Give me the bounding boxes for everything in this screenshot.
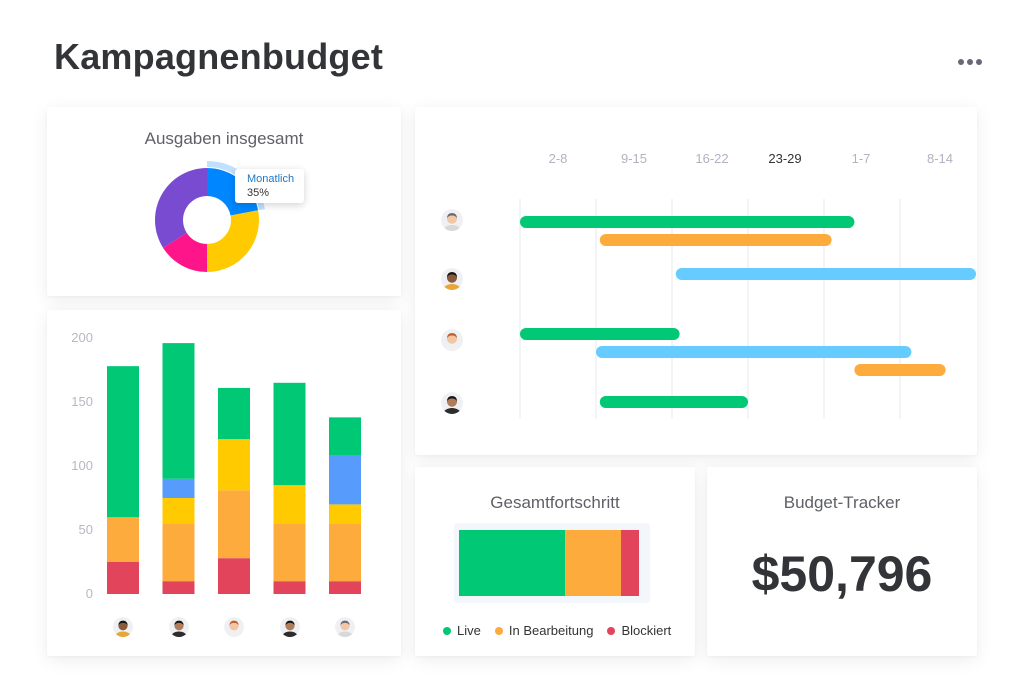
timeline-column-label: 9-15 (621, 151, 647, 166)
bar-segment[interactable] (273, 523, 306, 582)
page-title: Kampagnenbudget (54, 36, 384, 77)
more-options-icon[interactable] (958, 56, 982, 68)
more-dot (976, 59, 982, 65)
overall-progress-card: Gesamtfortschritt Live In Bearbeitung Bloc… (415, 467, 695, 656)
timeline-avatar (441, 268, 463, 290)
timeline-bar[interactable] (596, 346, 912, 358)
donut-chart[interactable] (47, 107, 401, 296)
y-tick-label: 0 (86, 586, 93, 601)
progress-segment[interactable] (621, 530, 639, 596)
y-tick-label: 50 (79, 522, 93, 537)
bar-segment[interactable] (218, 490, 250, 559)
timeline-bar[interactable] (599, 396, 748, 408)
timeline-bar[interactable] (675, 268, 976, 280)
more-dot (967, 59, 973, 65)
legend-label: Live (457, 623, 481, 638)
bar-segment[interactable] (162, 523, 195, 582)
progress-legend-item: Live (443, 623, 481, 638)
donut-slice[interactable] (163, 232, 207, 272)
total-spend-card: Ausgaben insgesamt Monatlich 35% (47, 107, 401, 296)
bar-segment[interactable] (273, 382, 306, 486)
overall-progress-title: Gesamtfortschritt (490, 493, 620, 512)
bar-segment[interactable] (218, 558, 250, 594)
legend-dot (443, 626, 451, 635)
legend-dot (494, 626, 503, 635)
bar-avatar (224, 617, 244, 637)
legend-label: In Bearbeitung (508, 623, 594, 638)
bar-segment[interactable] (162, 478, 195, 498)
total-spend-title: Ausgaben insgesamt (144, 129, 304, 148)
donut-tooltip: Monatlich 35% (235, 169, 305, 203)
budget-tracker-title: Budget-Tracker (783, 493, 901, 512)
tooltip-value: 35% (247, 187, 270, 199)
bar-segment[interactable] (107, 562, 139, 594)
timeline-column-label: 1-7 (852, 151, 871, 166)
tooltip-label: Monatlich (247, 173, 295, 185)
y-tick-label: 100 (71, 458, 93, 473)
timeline-bar[interactable] (520, 328, 680, 340)
donut-slice[interactable] (207, 168, 259, 216)
bar-avatar (113, 617, 133, 637)
bar-segment[interactable] (329, 581, 361, 594)
legend-label: Blockiert (621, 623, 672, 638)
bar-segment[interactable] (162, 343, 195, 479)
bar-segment[interactable] (329, 455, 361, 505)
progress-legend: Live In Bearbeitung Blockiert (443, 623, 671, 638)
bar-segment[interactable] (218, 387, 250, 440)
bar-segment[interactable] (107, 517, 139, 562)
timeline-avatar (441, 392, 463, 414)
donut-slice[interactable] (207, 210, 259, 272)
bar-segment[interactable] (162, 581, 195, 594)
y-tick-label: 200 (71, 330, 93, 345)
timeline-bar[interactable] (520, 216, 855, 228)
legend-dot (607, 626, 616, 635)
bar-segment[interactable] (218, 439, 250, 491)
bar-segment[interactable] (329, 417, 361, 456)
progress-segment[interactable] (459, 530, 566, 596)
bar-segment[interactable] (329, 504, 361, 524)
bar-avatar (168, 617, 189, 637)
bar-avatar (279, 617, 300, 637)
timeline-chart: 2-8 9-15 16-22 23-29 1-7 8-14 (519, 151, 976, 419)
donut-slice[interactable] (155, 168, 207, 248)
more-dot (958, 59, 964, 65)
progress-segment[interactable] (565, 530, 621, 596)
budget-value: $50,796 (751, 546, 933, 602)
bar-segment[interactable] (329, 523, 361, 582)
progress-bar (459, 530, 639, 596)
timeline-column-label: 16-22 (695, 151, 728, 166)
stacked-bar-chart: 0 50 100 150 200 (71, 330, 361, 601)
timeline-avatar (441, 329, 463, 351)
bar-segment[interactable] (162, 498, 195, 524)
timeline-column-label: 23-29 (768, 151, 801, 166)
timeline-column-label: 8-14 (927, 151, 953, 166)
stacked-bar-card: 0 50 100 150 200 (47, 310, 401, 656)
y-tick-label: 150 (71, 394, 93, 409)
budget-tracker-card: Budget-Tracker $50,796 (707, 467, 977, 656)
timeline-card: 2-8 9-15 16-22 23-29 1-7 8-14 (415, 107, 977, 455)
bar-segment[interactable] (273, 581, 306, 594)
progress-legend-item: Blockiert (607, 623, 671, 638)
bar-avatar (335, 617, 355, 637)
progress-legend-item: In Bearbeitung (494, 623, 594, 638)
bar-segment[interactable] (273, 485, 306, 524)
timeline-avatar (441, 209, 463, 231)
timeline-bar[interactable] (854, 364, 946, 376)
timeline-column-label: 2-8 (549, 151, 568, 166)
timeline-bar[interactable] (599, 234, 832, 246)
bar-segment[interactable] (107, 366, 139, 518)
